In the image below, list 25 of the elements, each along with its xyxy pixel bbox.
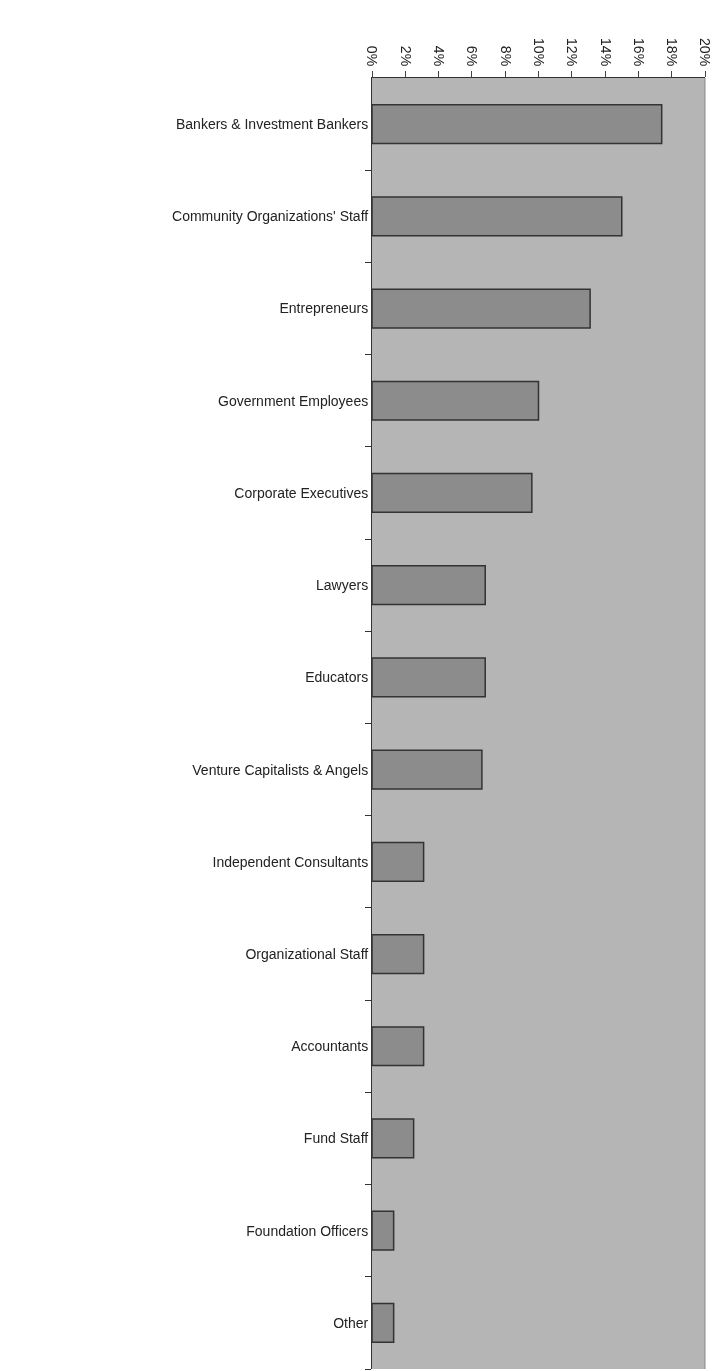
y-tick-label: Accountants — [291, 1038, 369, 1055]
x-tick-label: 20% — [697, 38, 714, 67]
y-tick-label: Government Employees — [218, 392, 369, 409]
y-tick-label: Venture Capitalists & Angels — [192, 761, 369, 778]
x-tick-label: 0% — [364, 45, 381, 67]
y-tick-label: Independent Consultants — [212, 853, 369, 870]
y-tick-label: Lawyers — [316, 577, 369, 594]
y-tick-label: Entrepreneurs — [279, 300, 369, 317]
x-tick-label: 8% — [497, 45, 514, 67]
y-tick-label: Organizational Staff — [245, 945, 369, 962]
y-tick-label: Foundation Officers — [246, 1222, 369, 1239]
x-tick-label: 10% — [530, 38, 547, 67]
x-tick-label: 12% — [564, 38, 581, 67]
y-tick-label: Other — [333, 1314, 369, 1331]
x-tick-label: 14% — [597, 38, 614, 67]
x-tick-label: 18% — [664, 38, 681, 67]
y-tick-label: Bankers & Investment Bankers — [176, 116, 369, 133]
x-tick-label: 6% — [464, 45, 481, 67]
y-tick-label: Community Organizations' Staff — [172, 208, 369, 225]
x-tick-label: 4% — [431, 45, 448, 67]
x-tick-label: 16% — [630, 38, 647, 67]
x-tick-label: 2% — [397, 45, 414, 67]
y-tick-label: Educators — [305, 669, 369, 686]
y-tick-label: Fund Staff — [303, 1130, 369, 1147]
y-tick-label: Corporate Executives — [234, 484, 369, 501]
